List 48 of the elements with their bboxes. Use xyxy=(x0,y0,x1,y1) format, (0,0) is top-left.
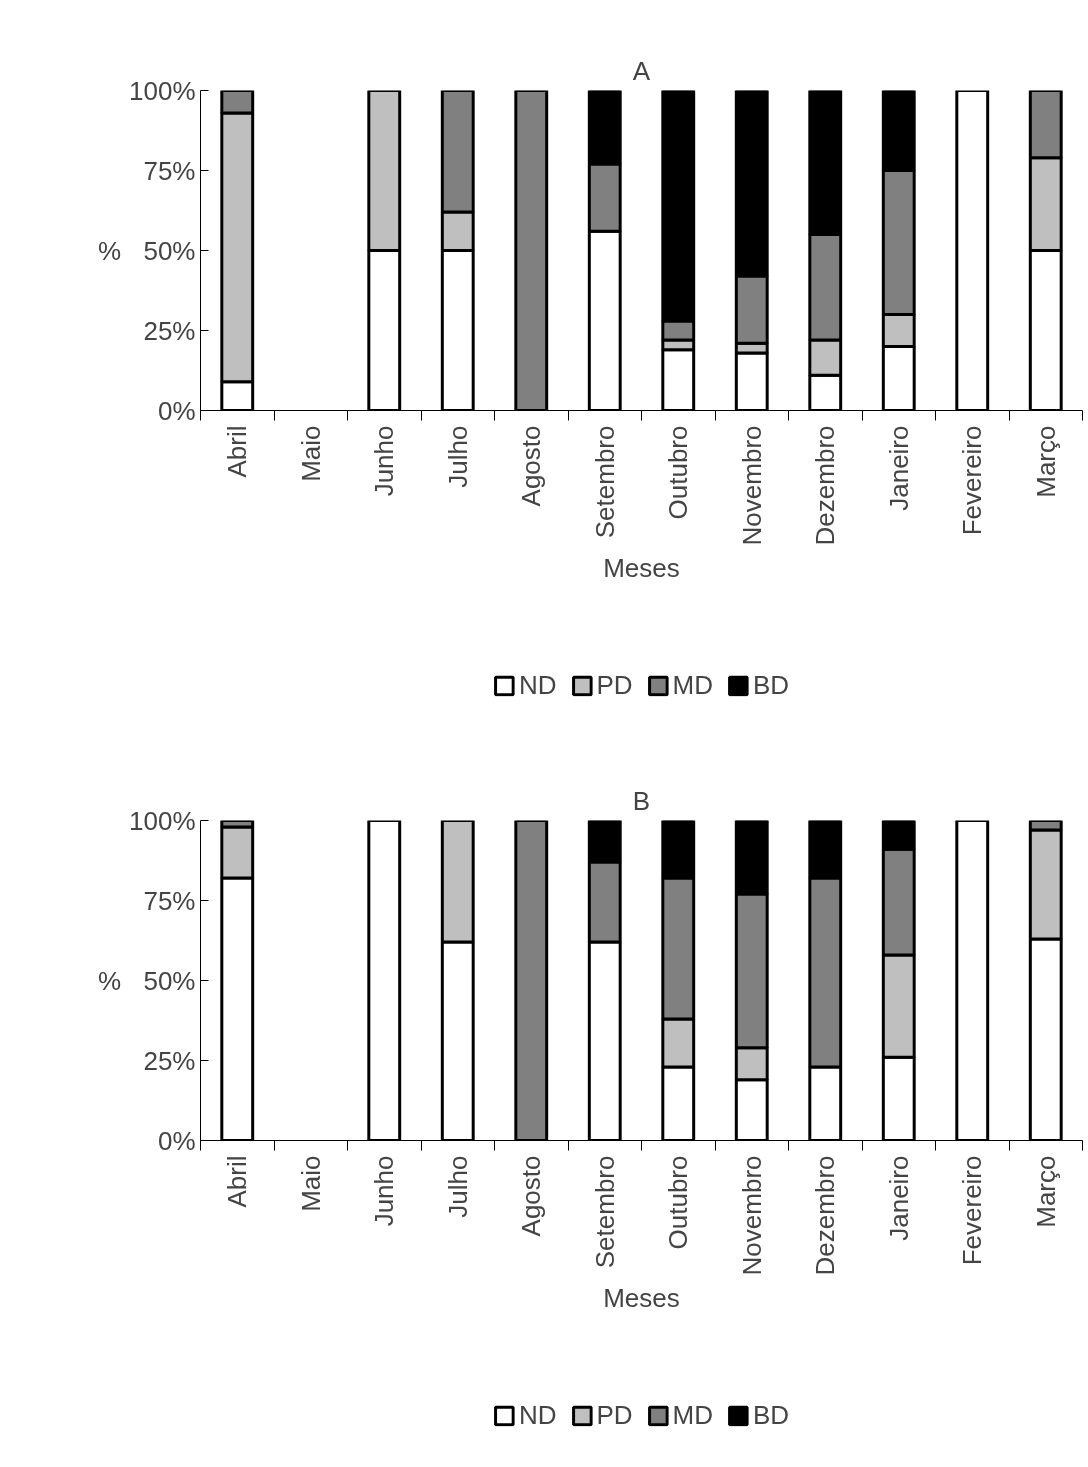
y-tick-label: 50% xyxy=(143,235,196,266)
x-axis-title: Meses xyxy=(603,553,680,584)
x-tick-label: Dezembro xyxy=(810,425,841,546)
x-tick-label: Fevereiro xyxy=(957,1155,988,1266)
x-tick-label: Setembro xyxy=(589,425,620,539)
y-tick-label: 25% xyxy=(143,1045,196,1076)
y-tick-label: 75% xyxy=(143,885,196,916)
legend-label: MD xyxy=(672,1399,713,1431)
chart-title: A xyxy=(632,55,651,86)
y-tick-label: 75% xyxy=(143,155,196,186)
x-tick-label: Julho xyxy=(442,425,473,488)
x-tick-label: Abril xyxy=(222,425,253,478)
legend-label: MD xyxy=(672,669,713,701)
y-tick-label: 0% xyxy=(157,1125,196,1156)
legend-label: ND xyxy=(518,669,557,701)
x-axis-title: Meses xyxy=(603,1283,680,1314)
x-tick-label: Dezembro xyxy=(810,1155,841,1276)
x-tick-label: Novembro xyxy=(736,1155,767,1276)
x-tick-label: Outubro xyxy=(663,425,694,520)
chart-title: B xyxy=(632,785,651,816)
x-tick-label: Maio xyxy=(295,425,326,482)
y-axis-title: % xyxy=(97,235,122,266)
x-tick-label: Novembro xyxy=(736,425,767,546)
x-tick-label: Maio xyxy=(295,1155,326,1212)
x-tick-label: Agosto xyxy=(516,425,547,507)
x-tick-label: Janeiro xyxy=(883,425,914,511)
legend-label: BD xyxy=(753,669,790,701)
x-tick-label: Outubro xyxy=(663,1155,694,1250)
x-tick-label: Setembro xyxy=(589,1155,620,1269)
y-tick-label: 50% xyxy=(143,965,196,996)
y-axis-title: % xyxy=(97,965,122,996)
y-tick-label: 100% xyxy=(129,75,196,106)
x-tick-label: Julho xyxy=(442,1155,473,1218)
x-tick-label: Fevereiro xyxy=(957,425,988,536)
legend-label: PD xyxy=(596,1399,633,1431)
y-tick-label: 0% xyxy=(157,395,196,426)
y-tick-label: 25% xyxy=(143,315,196,346)
x-tick-label: Agosto xyxy=(516,1155,547,1237)
x-tick-label: Junho xyxy=(369,1155,400,1227)
x-tick-label: Junho xyxy=(369,425,400,497)
x-tick-label: Abril xyxy=(222,1155,253,1208)
x-tick-label: Março xyxy=(1030,425,1061,498)
y-tick-label: 100% xyxy=(129,805,196,836)
x-tick-label: Janeiro xyxy=(883,1155,914,1241)
legend-label: PD xyxy=(596,669,633,701)
x-tick-label: Março xyxy=(1030,1155,1061,1228)
legend-label: ND xyxy=(518,1399,557,1431)
legend-label: BD xyxy=(753,1399,790,1431)
